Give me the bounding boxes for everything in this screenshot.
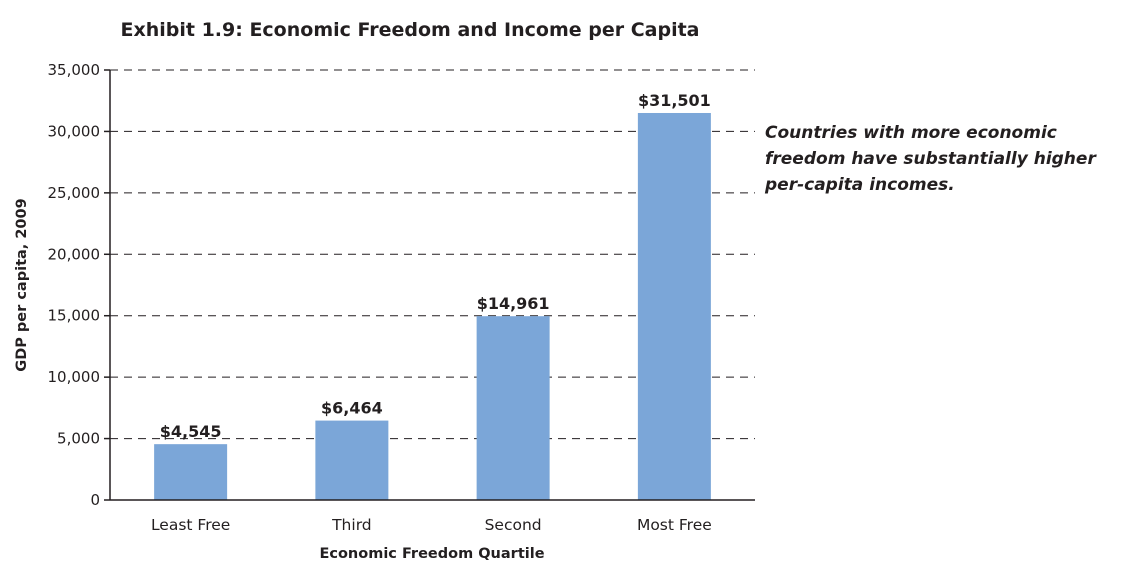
y-tick-label: 35,000 [48, 61, 101, 79]
y-tick-label: 20,000 [48, 245, 101, 263]
y-tick-label: 0 [90, 491, 100, 509]
y-tick-label: 5,000 [57, 430, 100, 448]
x-axis-title: Economic Freedom Quartile [319, 546, 544, 562]
annotation-line-2: freedom have substantially higher [765, 149, 1096, 169]
label-layer: 0 5,000 10,000 15,000 20,000 25,000 30,000 35,0… [48, 61, 712, 534]
data-label: $6,464 [321, 399, 383, 418]
bar-layer [154, 112, 711, 500]
bar-third [315, 420, 389, 500]
annotation-line-1: Countries with more economic [765, 123, 1057, 143]
bar-chart: Exhibit 1.9: Economic Freedom and Income… [14, 19, 755, 562]
bar-least-free [154, 444, 228, 500]
y-axis-title: GDP per capita, 2009 [14, 198, 30, 371]
chart-title: Exhibit 1.9: Economic Freedom and Income… [120, 19, 699, 41]
annotation-line-3: per-capita incomes. [765, 175, 955, 195]
data-label: $31,501 [638, 91, 711, 110]
data-label: $14,961 [477, 294, 550, 313]
x-tick-label: Second [485, 516, 542, 534]
y-tick-label: 15,000 [48, 307, 101, 325]
bar-most-free [637, 112, 711, 500]
y-tick-label: 30,000 [48, 122, 101, 140]
x-tick-label: Third [331, 516, 372, 534]
x-tick-label: Least Free [151, 516, 230, 534]
annotation-callout: Countries with more economic freedom hav… [765, 120, 1140, 198]
y-tick-label: 10,000 [48, 368, 101, 386]
x-tick-label: Most Free [637, 516, 712, 534]
bar-second [476, 316, 550, 500]
y-tick-label: 25,000 [48, 184, 101, 202]
data-label: $4,545 [160, 422, 222, 441]
